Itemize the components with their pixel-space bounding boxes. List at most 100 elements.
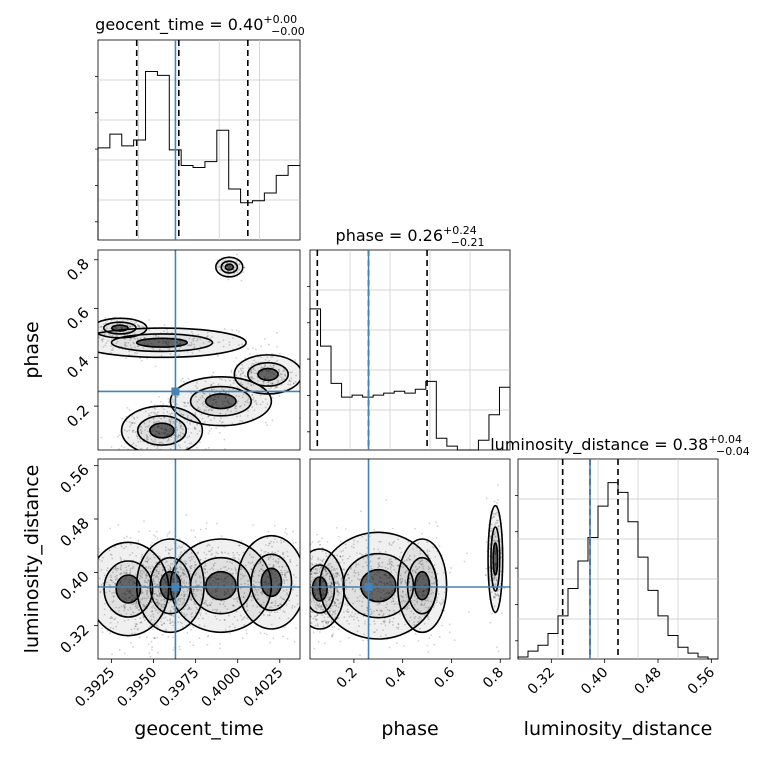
sample-point (205, 576, 207, 579)
sample-point (430, 589, 433, 592)
sample-point (136, 345, 139, 348)
sample-point (162, 453, 164, 455)
sample-point (304, 558, 306, 560)
sample-point (238, 330, 240, 333)
sample-point (358, 625, 360, 628)
sample-point (198, 429, 201, 432)
sample-point (233, 605, 235, 607)
sample-point (277, 604, 279, 607)
sample-point (376, 609, 378, 612)
sample-point (381, 561, 384, 564)
sample-point (389, 561, 392, 564)
sample-point (132, 612, 135, 614)
sample-point (310, 622, 313, 625)
sample-point (177, 571, 180, 574)
sample-point (436, 525, 439, 528)
sample-point (115, 625, 118, 628)
sample-point (401, 591, 404, 593)
sample-point (319, 608, 322, 610)
sample-point (435, 521, 437, 524)
sample-point (362, 565, 365, 568)
sample-point (175, 429, 178, 431)
sample-point (65, 329, 67, 331)
sample-point (379, 609, 382, 612)
sample-point (334, 609, 337, 612)
sample-point (169, 421, 172, 424)
sample-point (241, 372, 244, 375)
sample-point (188, 566, 191, 568)
sample-point (112, 347, 114, 349)
sample-point (234, 405, 237, 408)
sample-point (383, 620, 386, 623)
sample-point (123, 606, 126, 608)
sample-point (349, 614, 352, 617)
sample-point (310, 580, 313, 583)
sample-point (210, 407, 213, 410)
sample-point (339, 540, 342, 542)
sample-point (238, 405, 241, 408)
title-geocent_time: geocent_time = 0.40+0.00 −0.00 (95, 13, 305, 38)
sample-point (104, 591, 107, 594)
sample-point (157, 595, 159, 597)
sample-point (431, 582, 433, 585)
sample-point (357, 619, 360, 622)
sample-point (116, 331, 118, 334)
sample-point (203, 409, 206, 411)
sample-point (202, 403, 205, 406)
sample-point (95, 343, 97, 345)
sample-point (354, 613, 357, 615)
sample-point (277, 368, 280, 371)
sample-point (408, 619, 411, 622)
sample-point (192, 529, 195, 532)
sample-point (114, 617, 117, 620)
sample-point (134, 605, 137, 608)
sample-point (124, 607, 126, 610)
sample-point (133, 422, 136, 425)
sample-point (389, 609, 391, 612)
sample-point (323, 616, 326, 619)
sample-point (278, 368, 280, 371)
sample-point (179, 576, 182, 579)
sample-point (152, 411, 155, 414)
sample-point (274, 551, 277, 554)
sample-point (236, 600, 239, 603)
sample-point (148, 319, 151, 321)
sample-point (267, 544, 270, 547)
sample-point (111, 592, 113, 594)
sample-point (371, 554, 374, 557)
sample-point (236, 619, 239, 622)
sample-point (369, 560, 372, 563)
sample-point (241, 618, 243, 621)
sample-point (401, 580, 403, 583)
sample-point (137, 539, 140, 542)
sample-point (331, 634, 334, 637)
sample-point (206, 571, 209, 574)
sample-point (313, 601, 316, 604)
sample-point (314, 568, 317, 570)
sample-point (403, 663, 405, 665)
scatter-panel-geocent_time-phase (65, 250, 300, 455)
sample-point (276, 611, 279, 613)
sample-point (262, 383, 265, 385)
sample-point (200, 589, 202, 592)
sample-point (187, 414, 189, 417)
sample-point (453, 639, 456, 642)
sample-point (330, 621, 333, 623)
sample-point (337, 598, 340, 601)
sample-point (384, 624, 387, 627)
sample-point (144, 429, 147, 431)
sample-point (123, 572, 126, 575)
sample-point (494, 512, 496, 515)
sample-point (426, 599, 429, 601)
sample-point (276, 359, 278, 362)
sample-point (135, 435, 138, 438)
sample-point (155, 421, 158, 424)
sample-point (284, 576, 287, 579)
sample-point (164, 549, 167, 552)
sample-point (183, 418, 186, 421)
sample-point (305, 610, 307, 612)
sample-point (141, 325, 144, 328)
sample-point (103, 323, 105, 326)
sample-point (329, 584, 332, 587)
sample-point (392, 565, 395, 567)
